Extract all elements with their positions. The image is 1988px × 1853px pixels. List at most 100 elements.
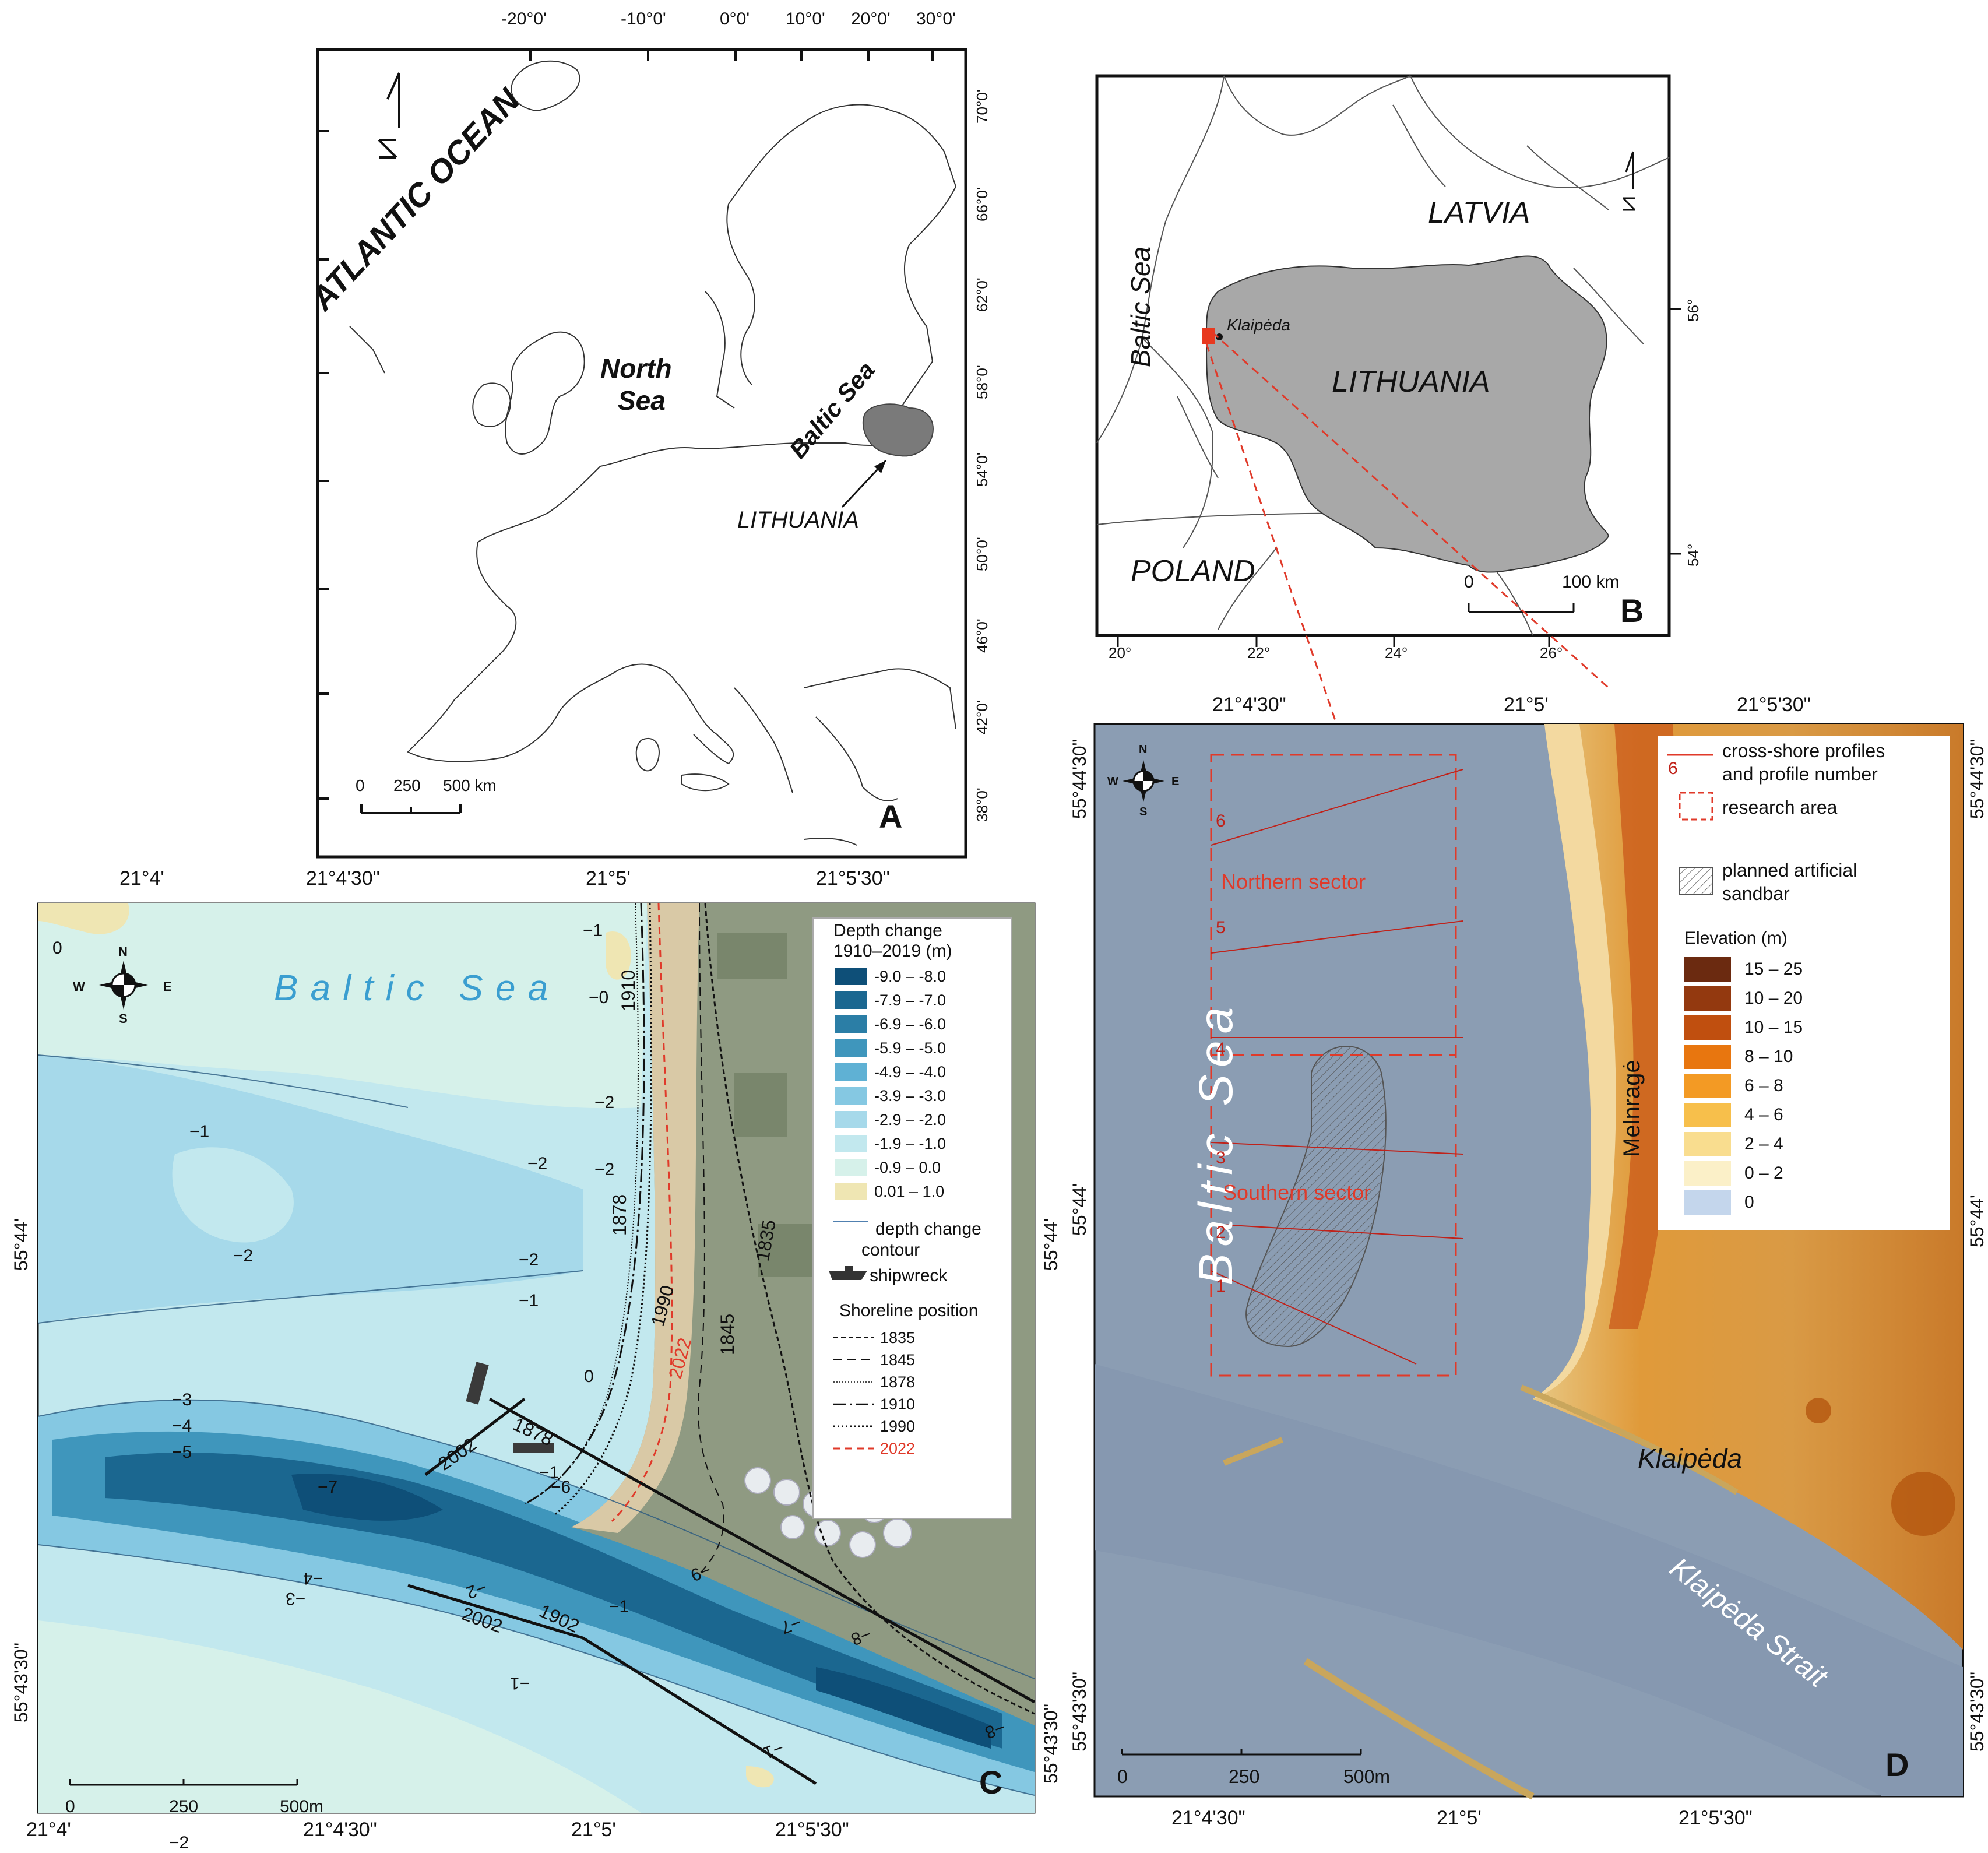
profile-number: 3 — [1216, 1148, 1226, 1168]
panel-d-top-tick: 21°5'30" — [1737, 694, 1811, 716]
elevation-legend-label: 0 — [1744, 1193, 1754, 1212]
scale-zero-b: 0 — [1464, 572, 1474, 592]
depth-legend-swatch — [835, 1063, 867, 1081]
elevation-legend-swatch — [1684, 1015, 1731, 1040]
panel-d-top-tick: 21°5' — [1504, 694, 1549, 716]
lithuania-label: LITHUANIA — [737, 507, 859, 533]
depth-legend-swatch — [835, 1159, 867, 1176]
depth-legend-label: -4.9 – -4.0 — [874, 1063, 947, 1081]
legend-sandbar: sandbar — [1722, 883, 1790, 904]
contour-label: −2 — [594, 1160, 615, 1179]
legend-profiles: and profile number — [1722, 764, 1878, 785]
panel-b-bottom-tick: 24° — [1385, 644, 1408, 662]
elevation-legend-label: 0 – 2 — [1744, 1163, 1783, 1183]
legend-profile-number: 6 — [1668, 759, 1678, 778]
panel-d-right-tick: 55°43'30" — [1966, 1671, 1987, 1752]
elevation-legend-swatch — [1684, 1103, 1731, 1127]
scale-end-d: 500m — [1343, 1766, 1391, 1787]
panel-b: 20° 22° 24° 26° 56° 54° LATVIA LITHUANIA… — [1084, 70, 1988, 682]
panel-d-left-tick: 55°43'30" — [1069, 1671, 1090, 1752]
depth-legend-swatch — [835, 991, 867, 1009]
contour-label: −2 — [594, 1093, 615, 1112]
panel-d-bottom-tick: 21°4'30" — [1171, 1807, 1245, 1829]
shoreline-legend-line — [833, 1359, 874, 1360]
contour-label: −6 — [551, 1478, 571, 1497]
contour-label: −1 — [583, 921, 603, 940]
panel-d-left-tick: 55°44'30" — [1069, 739, 1090, 819]
panel-b-map — [1095, 74, 1681, 647]
elevation-legend-swatch — [1684, 1190, 1731, 1215]
shoreline-legend-line — [833, 1403, 874, 1405]
panel-a: -20°0' -10°0' 0°0' 10°0' 20°0' 30°0' — [0, 0, 991, 863]
poland-label: POLAND — [1131, 554, 1255, 588]
shoreline-legend-label: 2022 — [880, 1440, 916, 1457]
depth-legend-label: -1.9 – -1.0 — [874, 1135, 947, 1152]
melnrage-label: Melnragė — [1619, 1060, 1645, 1157]
depth-legend-label: -9.0 – -8.0 — [874, 968, 947, 985]
panel-b-bottom-tick: 26° — [1540, 644, 1563, 662]
elevation-legend-swatch — [1684, 1132, 1731, 1156]
contour-label: −1 — [189, 1122, 210, 1141]
legend-contour: depth change — [875, 1219, 981, 1239]
panel-d-bottom-tick: 21°5' — [1437, 1807, 1482, 1829]
profile-number: 1 — [1216, 1277, 1226, 1296]
compass-w-d: W — [1107, 775, 1118, 788]
depth-legend-swatch — [835, 1183, 867, 1200]
shoreline-legend-label: 1845 — [880, 1351, 916, 1369]
panel-d: 21°4'30" 21°5' 21°5'30" — [1067, 688, 1988, 1843]
shoreline-legend-line — [833, 1447, 874, 1450]
legend-sandbar: planned artificial — [1722, 860, 1857, 881]
panel-b-right-tick: 54° — [1684, 543, 1702, 567]
panel-d-letter: D — [1885, 1746, 1909, 1783]
legend-research-area: research area — [1722, 797, 1838, 818]
north-sea-label-1: North — [600, 353, 672, 384]
klaipeda-city-label: Klaipėda — [1638, 1443, 1743, 1474]
depth-legend-swatch — [835, 1111, 867, 1128]
panel-c-left-tick: 55°43'30" — [10, 1642, 31, 1722]
baltic-label-b: Baltic Sea — [1125, 246, 1156, 367]
panel-c-top-tick: 21°4'30" — [306, 867, 380, 889]
contour-label: −0 — [589, 988, 609, 1007]
compass-e-d: E — [1171, 775, 1180, 788]
compass-s: S — [119, 1011, 128, 1026]
elevation-legend-label: 2 – 4 — [1744, 1134, 1783, 1154]
contour-label: −1 — [510, 1673, 530, 1693]
contour-label: −1 — [519, 1291, 539, 1310]
shoreline-legend-line — [833, 1381, 874, 1383]
elevation-legend-swatch — [1684, 1161, 1731, 1186]
panel-a-right-tick: 46°0' — [973, 618, 991, 653]
depth-legend-swatch — [835, 1087, 867, 1105]
depth-legend-swatch — [835, 1015, 867, 1033]
shipwreck-icon — [829, 1266, 867, 1280]
compass-n-d: N — [1139, 743, 1148, 756]
panel-c-bottom-tick: 21°4'30" — [303, 1819, 377, 1841]
contour-label: −3 — [172, 1390, 192, 1409]
legend-profiles: cross-shore profiles — [1722, 740, 1885, 761]
shoreline-label: 1910 — [618, 969, 639, 1011]
panel-a-right-tick: 38°0' — [973, 787, 991, 822]
depth-legend-label: -5.9 – -5.0 — [874, 1039, 947, 1057]
panel-c-top-tick: 21°5' — [586, 867, 631, 889]
north-sea-label-2: Sea — [618, 385, 666, 416]
panel-a-right-tick: 62°0' — [973, 277, 991, 312]
contour-label: 0 — [584, 1367, 594, 1386]
contour-label: −2 — [233, 1246, 254, 1265]
panel-a-letter: A — [879, 798, 903, 835]
depth-legend-label: -3.9 – -3.0 — [874, 1087, 947, 1105]
klaipeda-label-b: Klaipėda — [1227, 316, 1290, 334]
shoreline-legend-line — [833, 1425, 874, 1427]
elevation-legend-swatch — [1684, 957, 1731, 982]
contour-label: −1 — [539, 1463, 560, 1482]
panel-a-right-tick: 58°0' — [973, 365, 991, 399]
contour-label: −3 — [286, 1589, 306, 1608]
shoreline-legend-label: 1878 — [880, 1373, 916, 1391]
contour-label: −4 — [172, 1416, 192, 1436]
panel-d-left-tick: 55°44' — [1069, 1183, 1090, 1236]
panel-c-top-tick: 21°5'30" — [816, 867, 890, 889]
shoreline-legend-line — [833, 1337, 874, 1338]
panel-a-right-tick: 54°0' — [973, 452, 991, 487]
elevation-legend-swatch — [1684, 1074, 1731, 1098]
panel-d-bottom-tick: 21°5'30" — [1679, 1807, 1753, 1829]
panel-b-right-tick: 56° — [1684, 298, 1702, 322]
panel-a-right-tick: 66°0' — [973, 187, 991, 221]
